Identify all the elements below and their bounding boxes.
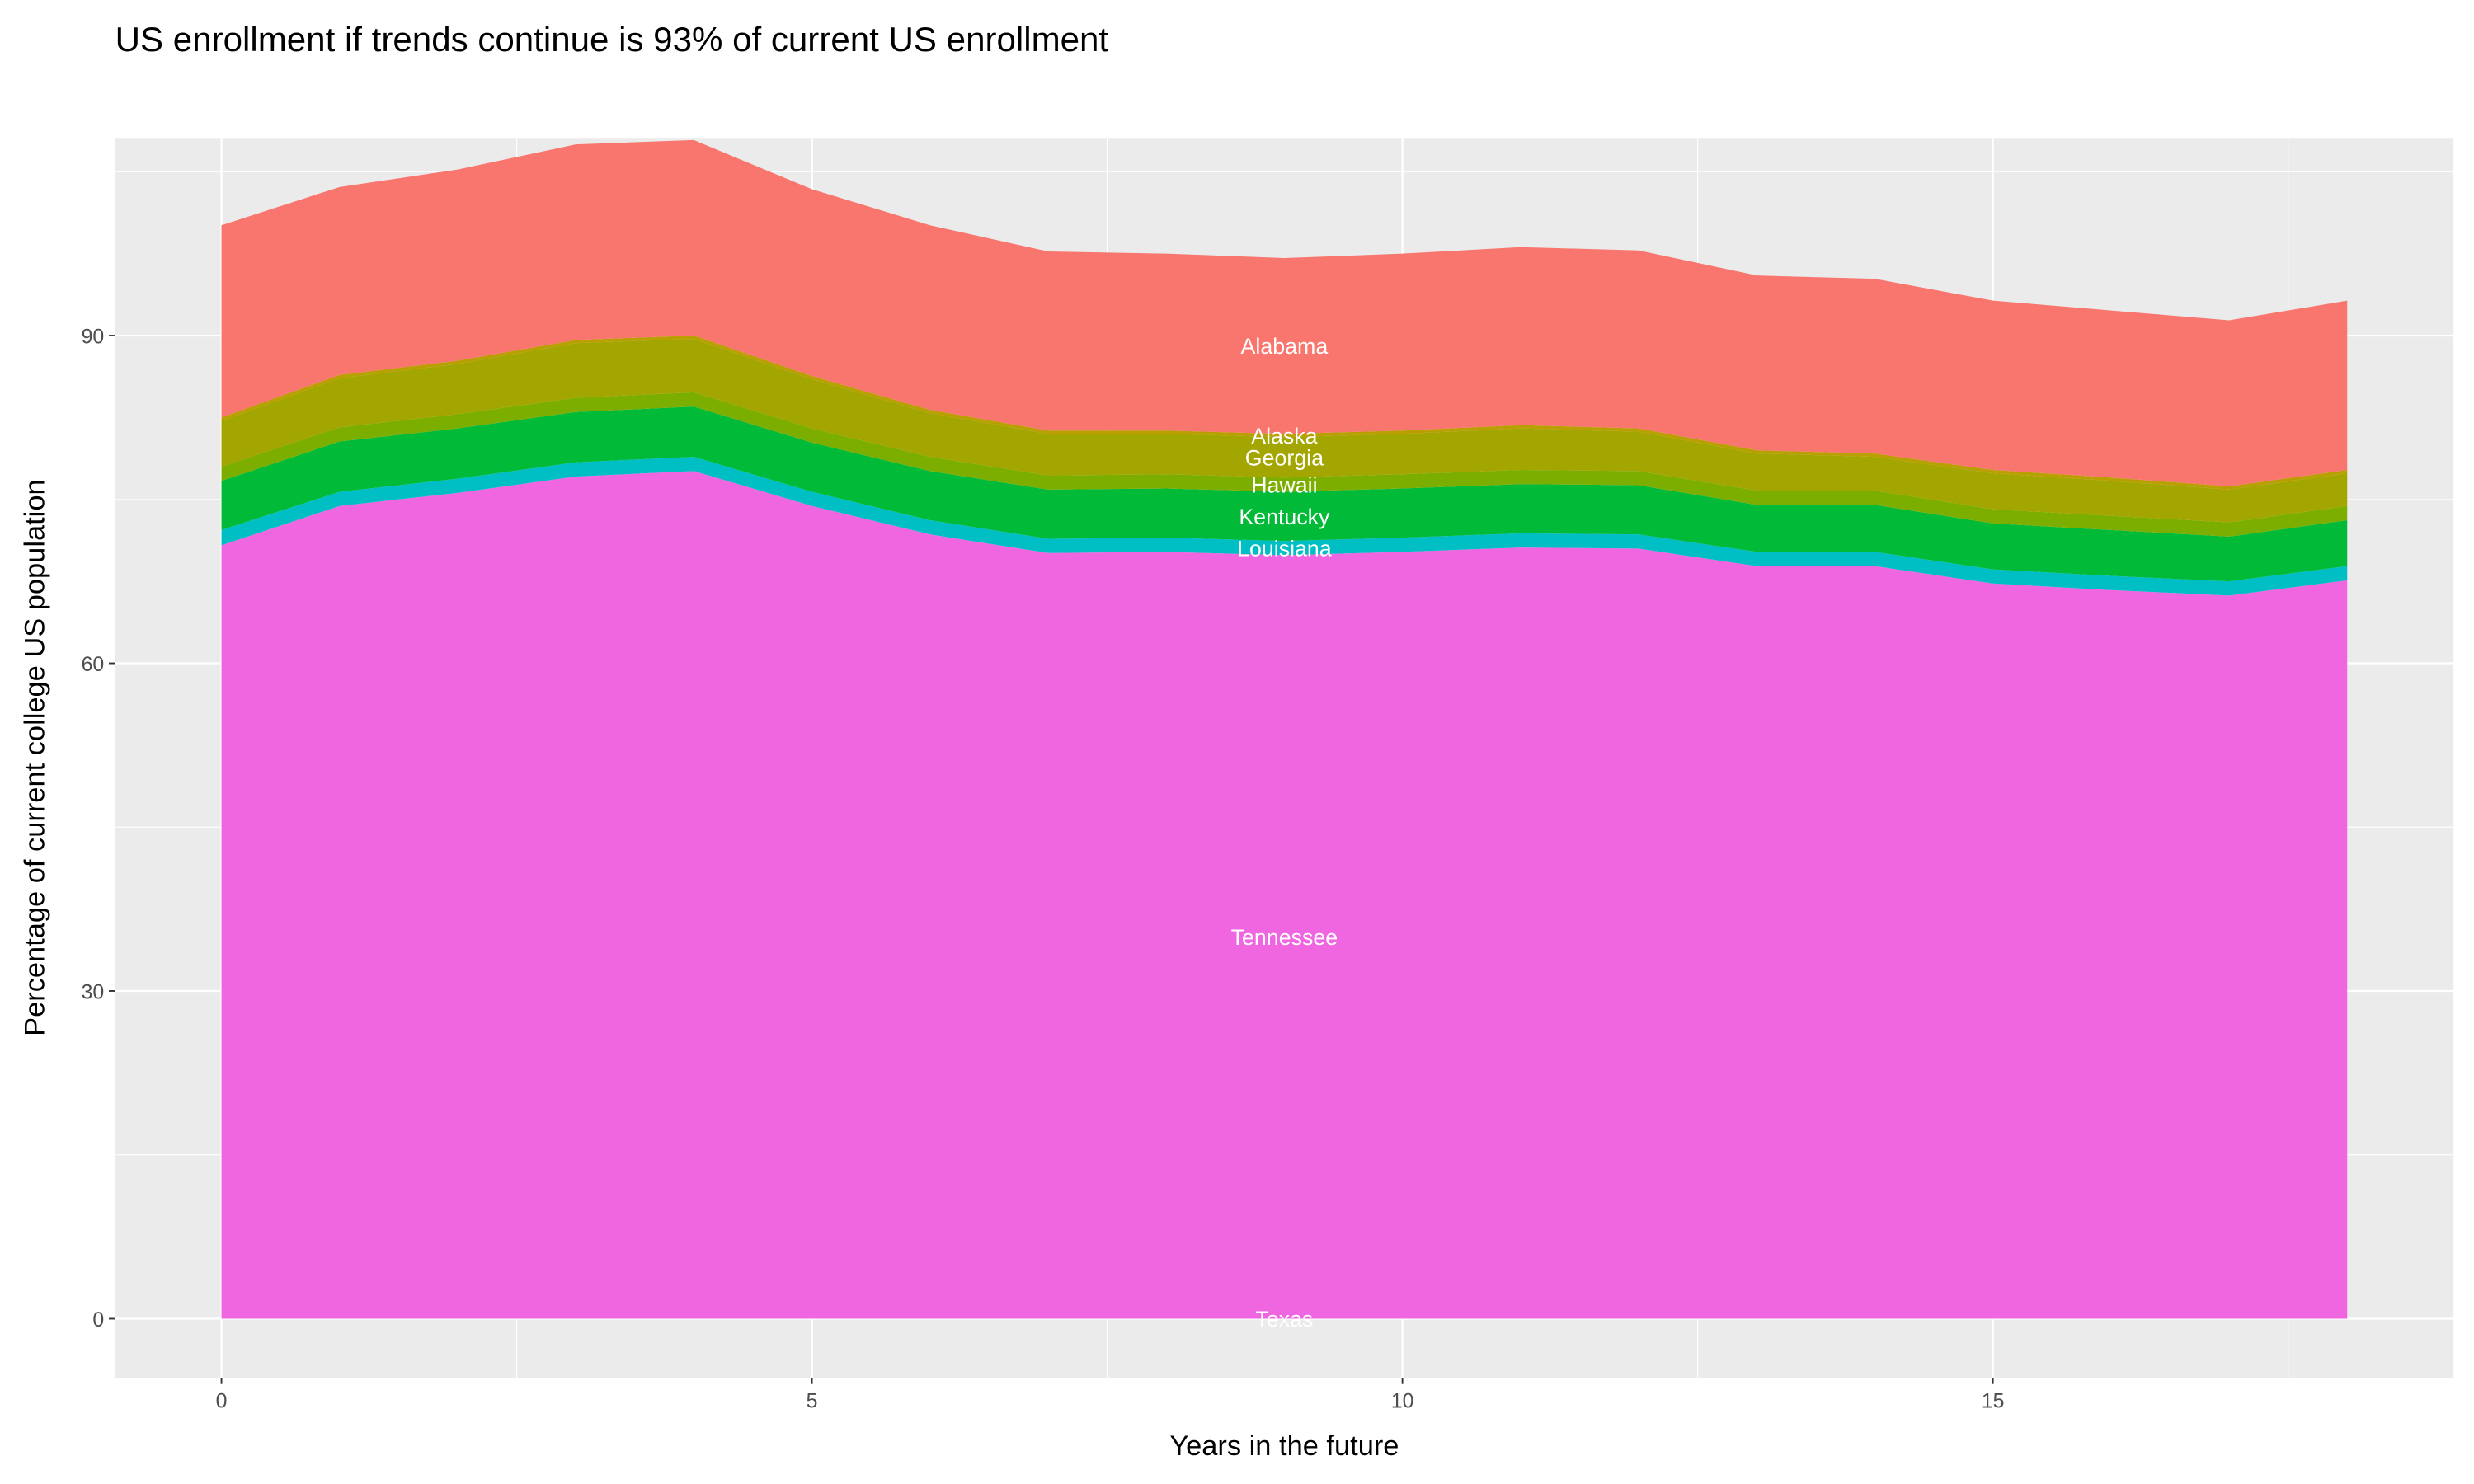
- area-layers: [221, 139, 2348, 1319]
- area-label-alaska: Alaska: [1251, 424, 1317, 448]
- area-label-georgia: Georgia: [1245, 445, 1324, 470]
- area-georgia: [221, 339, 2348, 523]
- area-kentucky: [221, 406, 2348, 582]
- y-tick-label: 30: [82, 981, 105, 1004]
- area-alabama: [221, 139, 2348, 486]
- chart-title: US enrollment if trends continue is 93% …: [115, 20, 1109, 59]
- y-axis-title: Percentage of current college US populat…: [20, 479, 51, 1036]
- x-tick-label: 10: [1391, 1389, 1414, 1412]
- x-tick-label: 15: [1982, 1389, 2005, 1412]
- y-tick-label: 60: [82, 653, 105, 676]
- area-louisiana: [221, 457, 2348, 596]
- area-label-kentucky: Kentucky: [1239, 505, 1330, 529]
- area-labels: Texas Tennessee Louisiana Kentucky HawaiiGeo…: [1231, 334, 1338, 1331]
- area-label-hawaii: Hawaii: [1251, 472, 1317, 497]
- area-label-texas: Texas: [1255, 1307, 1313, 1331]
- area-label-alabama: Alabama: [1241, 334, 1329, 359]
- y-tick-label: 0: [92, 1308, 104, 1331]
- y-tick-label: 90: [82, 326, 105, 349]
- area-hawaii: [221, 392, 2348, 537]
- x-axis-title: Years in the future: [1169, 1430, 1399, 1462]
- area-label-louisiana: Louisiana: [1237, 536, 1332, 561]
- x-tick-label: 5: [807, 1389, 818, 1412]
- x-tick-label: 0: [216, 1389, 228, 1412]
- axes: 0 5 10 15 0 30 60 90: [82, 326, 2005, 1413]
- area-label-tennessee: Tennessee: [1231, 925, 1338, 950]
- area-tennessee: [221, 471, 2348, 1319]
